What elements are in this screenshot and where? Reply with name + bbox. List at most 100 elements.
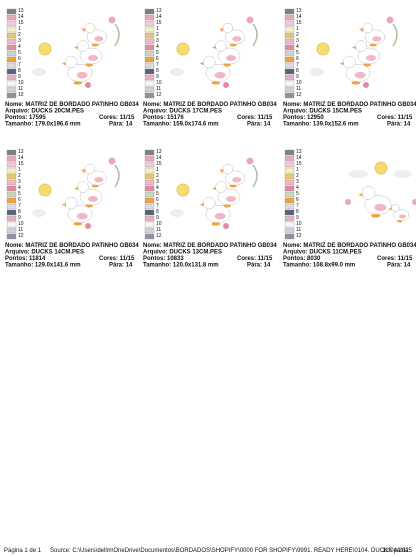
leaves [252, 164, 258, 188]
duck-head [77, 181, 89, 193]
leaves [252, 23, 258, 47]
duck-head [215, 40, 227, 52]
thread-swatch [284, 191, 295, 198]
duck-head [215, 181, 227, 193]
duck-head [64, 196, 78, 210]
duck-bow [88, 55, 98, 61]
thread-swatch [144, 44, 155, 51]
flower [85, 82, 91, 88]
duck-feet [369, 43, 377, 47]
thread-number: 9 [296, 215, 299, 221]
thread-swatch [144, 26, 155, 33]
thread-number: 8 [18, 68, 21, 74]
duck-head [202, 55, 216, 69]
cloud [348, 170, 368, 178]
cloud [170, 68, 184, 76]
duck-feet [211, 222, 221, 226]
thread-swatch [284, 50, 295, 57]
duck-bow [374, 203, 387, 211]
thread-swatch [6, 209, 17, 216]
leaves [114, 164, 120, 188]
thread-number: 1 [296, 26, 299, 32]
thread-swatch [6, 203, 17, 210]
duck-bow [76, 71, 88, 79]
thread-swatch [284, 155, 295, 162]
thread-number: 6 [18, 197, 21, 203]
duck-beak [339, 62, 344, 66]
duck-beak [74, 187, 78, 190]
thread-number: 14 [156, 155, 162, 161]
thread-number: 13 [296, 149, 302, 155]
thread-swatch [144, 197, 155, 204]
thread-swatch [284, 44, 295, 51]
thread-swatch [144, 149, 155, 156]
thread-swatch [144, 56, 155, 63]
thread-swatch [6, 80, 17, 87]
thread-number: 14 [18, 14, 24, 20]
sun [316, 42, 330, 56]
thread-number: 5 [296, 50, 299, 56]
thread-swatch [6, 14, 17, 21]
thread-swatch [284, 8, 295, 15]
thread-number: 14 [156, 14, 162, 20]
thread-number: 2 [156, 32, 159, 38]
thread-swatch [6, 32, 17, 39]
thread-number: 11 [156, 86, 161, 92]
duck-beak [61, 62, 66, 66]
duck-beak [74, 46, 78, 49]
thread-swatch [144, 50, 155, 57]
duck-beak [212, 187, 216, 190]
design-stitches: Pontos: 10833 [143, 256, 184, 262]
thread-number: 13 [18, 8, 24, 14]
duck-feet [351, 81, 361, 85]
thread-number: 13 [156, 149, 162, 155]
thread-swatch [6, 26, 17, 33]
thread-number: 4 [18, 44, 21, 50]
thread-number: 11 [18, 227, 23, 233]
duck-feet [211, 81, 221, 85]
duck-feet [229, 184, 237, 188]
design-file: Arquivo: DUCKS 11CM.PES [283, 250, 362, 256]
design-file: Arquivo: DUCKS 13CM.PES [143, 250, 222, 256]
thread-number: 3 [156, 38, 159, 44]
thread-swatch [144, 203, 155, 210]
thread-number: 3 [18, 179, 21, 185]
thread-number: 3 [296, 179, 299, 185]
thread-swatch [284, 68, 295, 75]
thread-number: 5 [18, 191, 21, 197]
thread-number: 12 [296, 92, 302, 98]
thread-number: 3 [156, 179, 159, 185]
sun [38, 42, 52, 56]
flower [223, 82, 229, 88]
duck-head [222, 163, 234, 175]
thread-swatch [6, 86, 17, 93]
duck-bow [94, 177, 104, 183]
thread-number: 2 [156, 173, 159, 179]
design-stops: Pára: 14 [247, 122, 271, 128]
thread-number: 13 [296, 8, 302, 14]
flower [85, 223, 91, 229]
design-name: Nome: MATRIZ DE BORDADO PATINHO GB034 [283, 243, 416, 249]
cloud [32, 209, 46, 217]
duck-head [391, 203, 400, 213]
duck-bow [226, 55, 236, 61]
design-colors: Cores: 11/15 [237, 115, 273, 121]
thread-swatch [284, 233, 295, 240]
thread-swatch [284, 203, 295, 210]
design-size: Tamanho: 179.0x196.6 mm [5, 122, 81, 128]
thread-swatch [6, 74, 17, 81]
thread-number: 12 [296, 233, 302, 239]
thread-swatch [6, 149, 17, 156]
thread-number: 8 [296, 68, 299, 74]
design-stitches: Pontos: 15176 [143, 115, 184, 121]
thread-swatch [284, 161, 295, 168]
thread-swatch [284, 62, 295, 69]
thread-swatch [144, 80, 155, 87]
duck-feet [229, 43, 237, 47]
thread-number: 7 [296, 62, 299, 68]
design-size: Tamanho: 129.0x141.6 mm [5, 263, 81, 269]
duck-head [84, 163, 96, 175]
design-size: Tamanho: 108.8x99.0 mm [283, 263, 355, 269]
thread-swatch [144, 92, 155, 99]
